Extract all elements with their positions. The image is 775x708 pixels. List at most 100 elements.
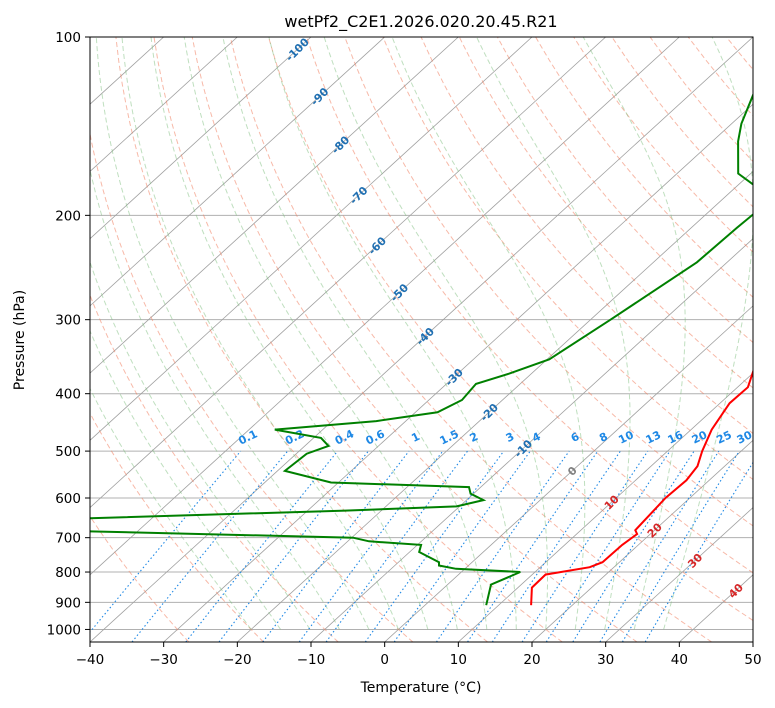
moist-adiabat-line bbox=[90, 260, 311, 630]
x-tick-label: 50 bbox=[744, 652, 761, 668]
mixing-ratio-label: 0.2 bbox=[283, 427, 306, 447]
dry-adiabat-line bbox=[382, 37, 753, 481]
y-tick-label: 300 bbox=[55, 313, 81, 329]
moist-adiabat-line bbox=[95, 37, 370, 630]
y-tick-label: 100 bbox=[55, 30, 81, 46]
moist-adiabat-line bbox=[323, 37, 548, 630]
dry-adiabat-line bbox=[229, 37, 712, 642]
y-tick-label: 600 bbox=[55, 491, 81, 507]
y-tick-label: 900 bbox=[55, 595, 81, 611]
mixing-ratio-line bbox=[218, 450, 369, 642]
x-tick-label: 20 bbox=[523, 652, 540, 668]
isotherm-line bbox=[384, 305, 753, 642]
x-axis-label: Temperature (°C) bbox=[360, 680, 482, 696]
mixing-ratio-line bbox=[467, 450, 599, 642]
dry-adiabat-line bbox=[765, 37, 775, 642]
x-axis-ticks: −40 −30 −20 −10 0 10 20 30 40 50 bbox=[76, 642, 762, 668]
mixing-ratio-label: 25 bbox=[714, 428, 733, 446]
x-tick-label: −30 bbox=[149, 652, 178, 668]
dry-adiabat-line bbox=[268, 37, 753, 622]
mixing-ratio-label: 16 bbox=[666, 428, 686, 447]
moist-adiabat-line bbox=[121, 37, 399, 630]
x-tick-label: 30 bbox=[597, 652, 614, 668]
moist-adiabat-line bbox=[90, 387, 252, 630]
isotherm-line bbox=[531, 439, 753, 642]
mixing-ratio-line bbox=[572, 450, 695, 642]
isotherm-line bbox=[90, 37, 238, 172]
mixing-ratio-label: 0.1 bbox=[236, 427, 259, 447]
mixing-ratio-line bbox=[131, 450, 289, 642]
mixing-ratio-label: 10 bbox=[616, 428, 636, 447]
mixing-ratio-line bbox=[435, 450, 570, 642]
moist-adiabat-line bbox=[150, 37, 429, 630]
dry-adiabat-line bbox=[90, 412, 264, 642]
mixing-ratio-label: 30 bbox=[735, 428, 755, 447]
dry-adiabat-line bbox=[306, 37, 753, 574]
x-tick-label: 10 bbox=[450, 652, 467, 668]
dry-adiabat-line bbox=[496, 37, 753, 344]
mixing-ratio-line bbox=[325, 450, 468, 642]
mixing-ratio-line bbox=[393, 450, 531, 642]
x-tick-label: −20 bbox=[223, 652, 252, 668]
mixing-ratio-line bbox=[90, 450, 242, 633]
mixing-ratio-label: 36 bbox=[755, 428, 775, 447]
mixing-ratio-line bbox=[298, 450, 444, 642]
isotherm-line bbox=[90, 37, 753, 642]
moist-adiabat-line bbox=[268, 37, 517, 630]
x-tick-label: 0 bbox=[380, 652, 389, 668]
dry-adiabat-line bbox=[649, 37, 753, 163]
y-tick-label: 500 bbox=[55, 444, 81, 460]
moist-adiabat-line bbox=[90, 167, 340, 630]
mixing-ratio-line bbox=[262, 450, 410, 642]
mixing-ratio-label: 1.5 bbox=[438, 427, 461, 447]
isotherm-line bbox=[237, 170, 753, 642]
chart-title: wetPf2_C2E1.2026.020.20.45.R21 bbox=[284, 12, 557, 32]
y-tick-label: 200 bbox=[55, 208, 81, 224]
mixing-ratio-label: 8 bbox=[597, 430, 610, 445]
isotherm-line bbox=[90, 37, 312, 240]
y-tick-label: 800 bbox=[55, 565, 81, 581]
isotherm-line bbox=[458, 372, 753, 642]
moist-adiabat-line bbox=[90, 329, 281, 630]
moist-adiabat-line bbox=[183, 37, 458, 630]
dry-adiabat-line bbox=[687, 37, 753, 117]
plot-frame bbox=[89, 36, 754, 643]
moist-adiabat-line bbox=[663, 37, 753, 630]
isotherm-line bbox=[90, 37, 385, 307]
dry-adiabat-line bbox=[726, 37, 753, 71]
y-axis-ticks: 100 200 300 400 500 600 700 800 900 1000 bbox=[47, 30, 90, 638]
moist-adiabat-line bbox=[476, 37, 631, 630]
isotherm-line bbox=[90, 37, 680, 576]
isotherm-line bbox=[752, 641, 753, 642]
temperature-trace bbox=[530, 272, 753, 606]
isotherm-line bbox=[605, 507, 753, 642]
x-tick-label: 40 bbox=[671, 652, 688, 668]
dry-adiabat-line bbox=[115, 37, 488, 642]
mixing-ratio-line bbox=[599, 450, 720, 642]
mixing-ratio-line bbox=[621, 450, 740, 642]
mixing-ratio-label: 0.6 bbox=[364, 427, 388, 447]
mixing-ratio-label: 13 bbox=[644, 428, 663, 446]
mixing-ratio-line bbox=[491, 450, 621, 642]
isotherm-line bbox=[90, 37, 533, 441]
plot-background-lines: 0.1 0.2 0.4 0.6 1 1.5 2 3 4 6 8 10 13 16 20 25 30 36 bbox=[90, 37, 775, 642]
sounding-traces bbox=[90, 92, 753, 606]
y-tick-label: 700 bbox=[55, 531, 81, 547]
x-tick-label: −10 bbox=[297, 652, 326, 668]
mixing-ratio-label: 1 bbox=[409, 430, 422, 445]
y-axis-label: Pressure (hPa) bbox=[12, 290, 28, 390]
isotherm-line bbox=[90, 37, 459, 374]
dry-adiabat-line bbox=[611, 37, 753, 208]
isotherm-line bbox=[163, 103, 753, 642]
dry-adiabat-line bbox=[153, 37, 563, 642]
moist-adiabat-line bbox=[222, 37, 488, 630]
mixing-ratio-label: 0.4 bbox=[333, 427, 357, 447]
mixing-ratio-label: 2 bbox=[468, 430, 481, 445]
mixing-ratio-label: 20 bbox=[690, 428, 710, 447]
mixing-ratio-line bbox=[364, 450, 505, 642]
y-tick-label: 1000 bbox=[47, 622, 81, 638]
mixing-ratio-line bbox=[521, 450, 649, 642]
x-tick-label: −40 bbox=[76, 652, 105, 668]
isotherm-line bbox=[90, 37, 606, 509]
